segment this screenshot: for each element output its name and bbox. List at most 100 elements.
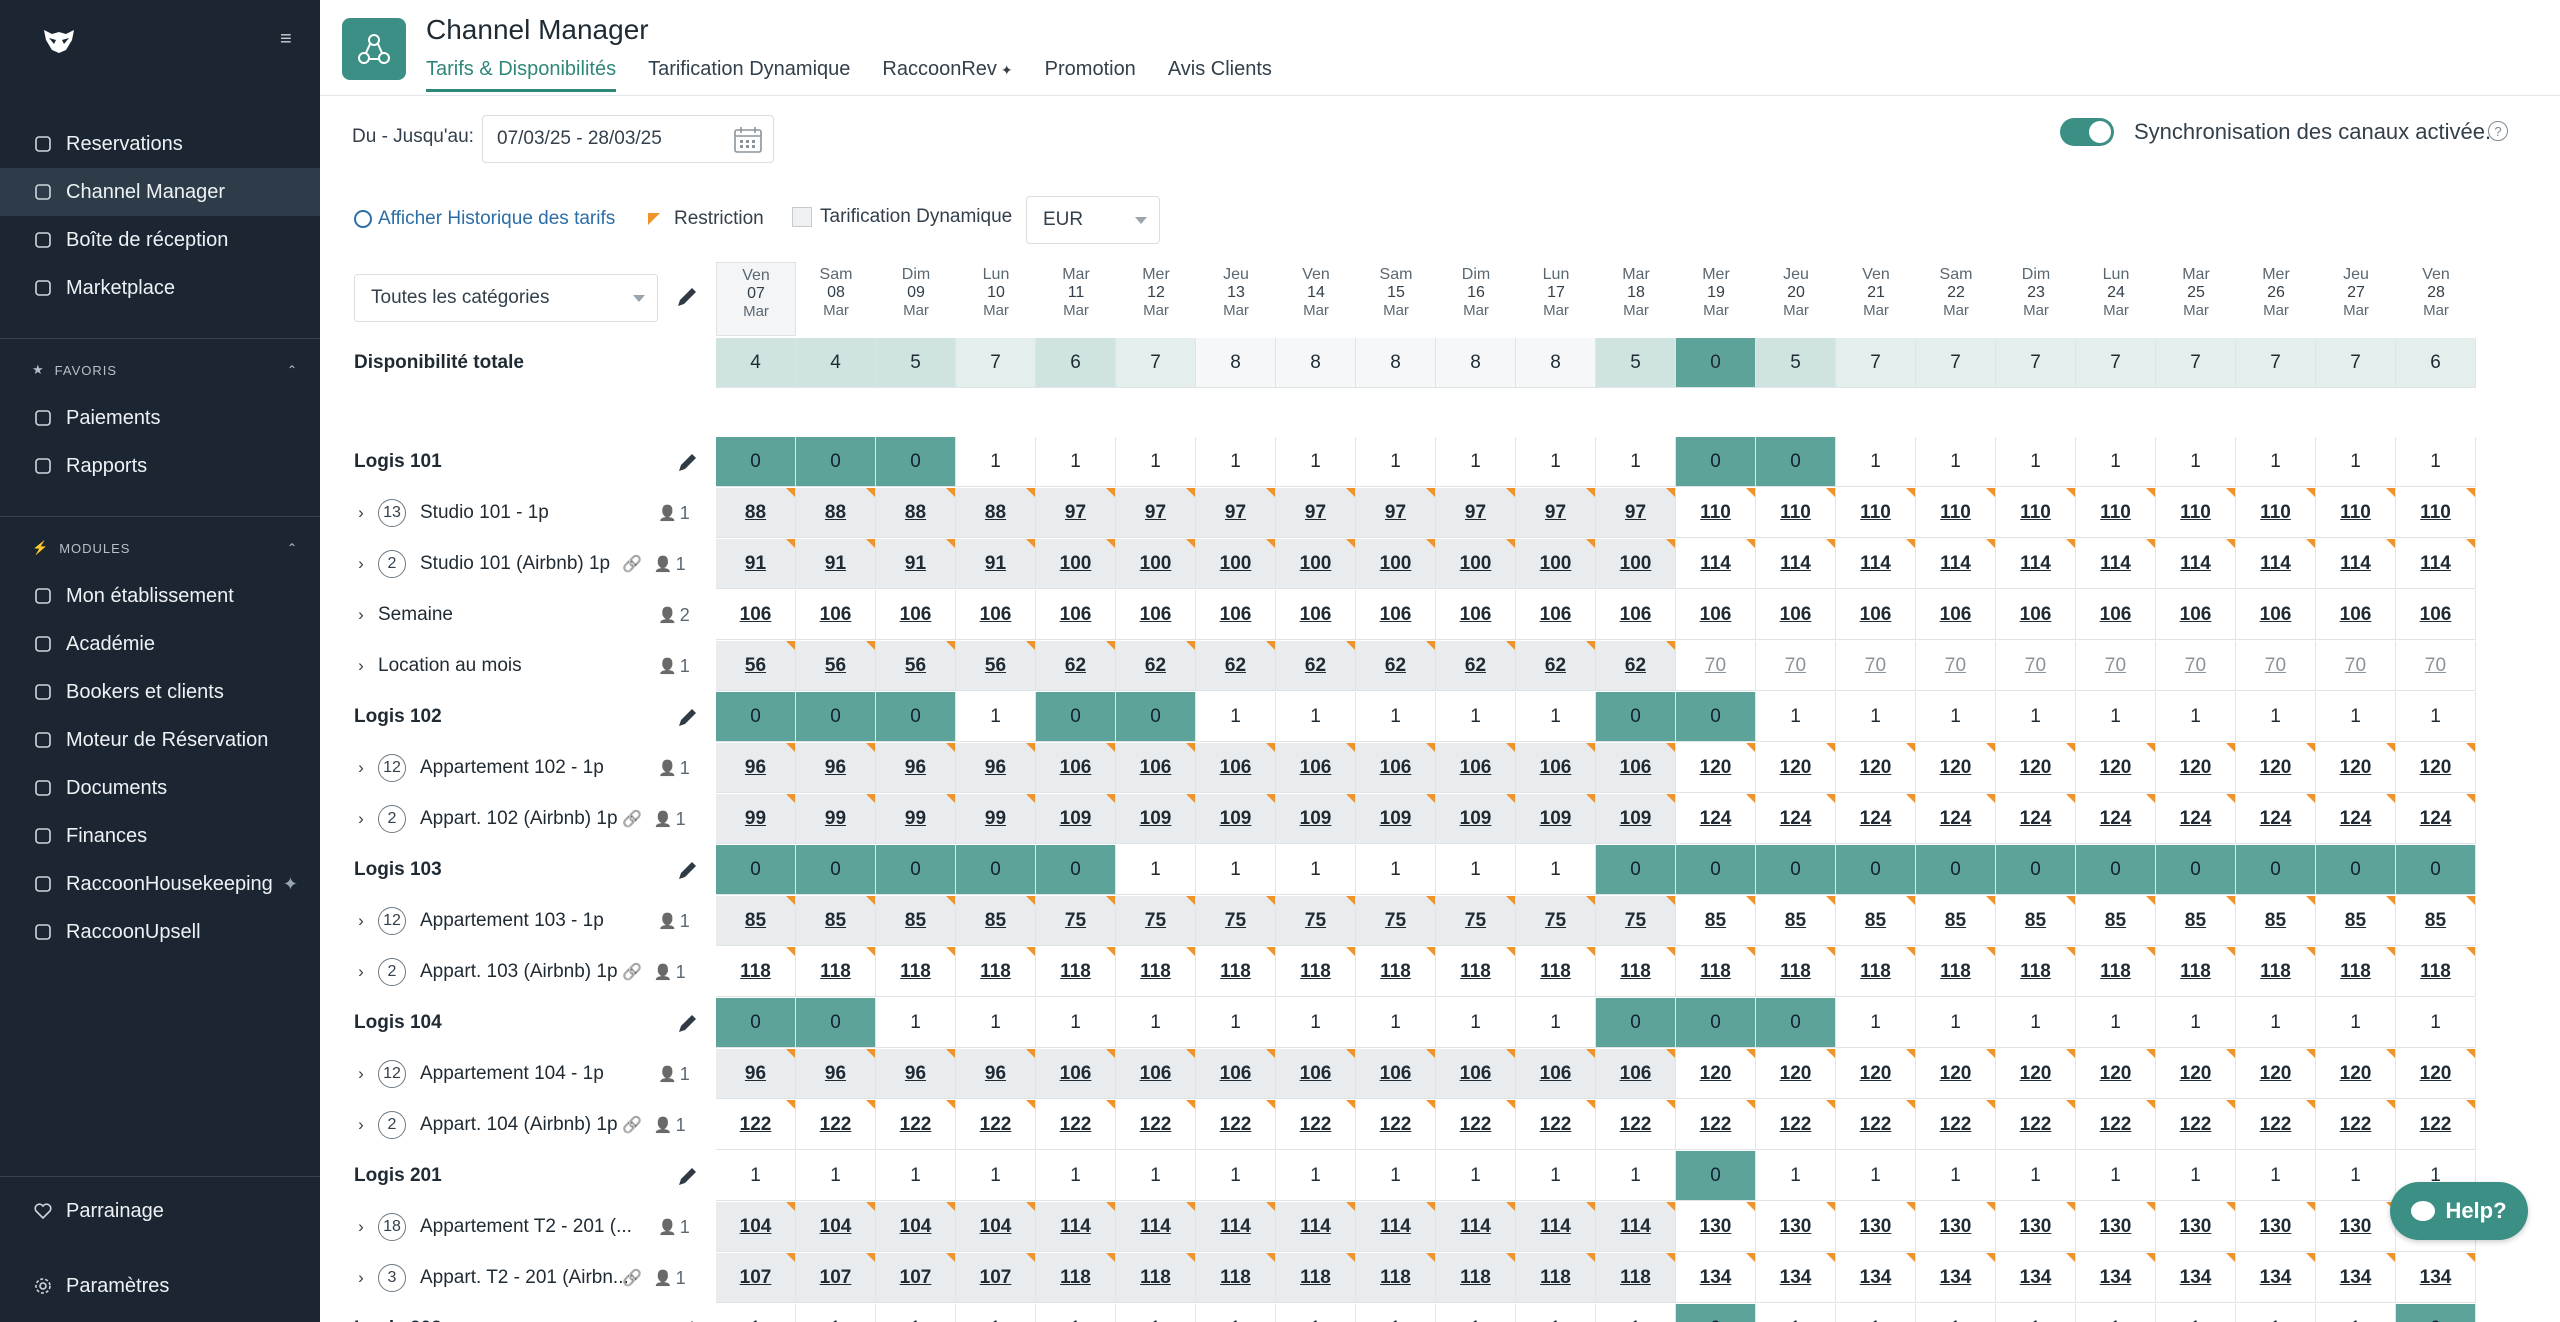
availability-cell[interactable]: 0 — [2316, 845, 2396, 895]
availability-cell[interactable]: 8 — [1356, 338, 1436, 388]
availability-cell[interactable]: 1 — [2396, 437, 2476, 487]
rate-cell[interactable]: 118 — [1516, 947, 1596, 997]
rate-cell[interactable]: 106 — [1676, 590, 1756, 640]
rate-cell[interactable]: 118 — [1276, 1253, 1356, 1303]
availability-cell[interactable]: 1 — [2156, 1304, 2236, 1322]
rate-cell[interactable]: 70 — [2396, 641, 2476, 691]
rate-cell[interactable]: 106 — [1116, 743, 1196, 793]
availability-cell[interactable]: 0 — [1676, 692, 1756, 742]
sidebar-item-moteur-de-r-servation[interactable]: Moteur de Réservation — [0, 716, 320, 764]
availability-cell[interactable]: 0 — [796, 998, 876, 1048]
rate-cell[interactable]: 70 — [2236, 641, 2316, 691]
rate-cell[interactable]: 106 — [2316, 590, 2396, 640]
rate-cell[interactable]: 130 — [2076, 1202, 2156, 1252]
rate-cell[interactable]: 62 — [1036, 641, 1116, 691]
rate-cell[interactable]: 134 — [1916, 1253, 1996, 1303]
rate-cell[interactable]: 100 — [1116, 539, 1196, 589]
rate-cell[interactable]: 118 — [1836, 947, 1916, 997]
availability-cell[interactable]: 0 — [2236, 845, 2316, 895]
availability-cell[interactable]: 1 — [1196, 998, 1276, 1048]
availability-cell[interactable]: 1 — [1356, 845, 1436, 895]
availability-cell[interactable]: 1 — [1276, 998, 1356, 1048]
rate-cell[interactable]: 130 — [2316, 1202, 2396, 1252]
rate-cell[interactable]: 107 — [796, 1253, 876, 1303]
availability-cell[interactable]: 1 — [1436, 998, 1516, 1048]
rate-cell[interactable]: 118 — [1756, 947, 1836, 997]
rate-cell[interactable]: 118 — [1996, 947, 2076, 997]
rate-cell[interactable]: 106 — [796, 590, 876, 640]
availability-cell[interactable]: 1 — [2316, 1304, 2396, 1322]
tab-avis-clients[interactable]: Avis Clients — [1167, 58, 1272, 80]
rate-cell[interactable]: 100 — [1596, 539, 1676, 589]
availability-cell[interactable]: 0 — [956, 845, 1036, 895]
availability-cell[interactable]: 1 — [1916, 1151, 1996, 1201]
rate-cell[interactable]: 106 — [1356, 743, 1436, 793]
rate-cell[interactable]: 97 — [1356, 488, 1436, 538]
availability-cell[interactable]: 0 — [1676, 845, 1756, 895]
availability-cell[interactable]: 1 — [1196, 1304, 1276, 1322]
rate-cell[interactable]: 106 — [1436, 590, 1516, 640]
rate-cell[interactable]: 96 — [956, 1049, 1036, 1099]
sidebar-item-bookers-et-clients[interactable]: Bookers et clients — [0, 668, 320, 716]
availability-cell[interactable]: 0 — [716, 437, 796, 487]
rate-cell[interactable]: 106 — [1996, 590, 2076, 640]
rate-cell[interactable]: 134 — [2316, 1253, 2396, 1303]
tab-tarifs-disponibilit-s[interactable]: Tarifs & Disponibilités — [426, 58, 617, 92]
link-icon[interactable]: 🔗 — [622, 556, 642, 573]
availability-cell[interactable]: 1 — [1436, 1304, 1516, 1322]
rate-cell[interactable]: 75 — [1596, 896, 1676, 946]
link-icon[interactable]: 🔗 — [622, 964, 642, 981]
availability-cell[interactable]: 1 — [2076, 437, 2156, 487]
rate-cell[interactable]: 75 — [1036, 896, 1116, 946]
rate-cell[interactable]: 120 — [2156, 1049, 2236, 1099]
availability-cell[interactable]: 6 — [2396, 338, 2476, 388]
availability-cell[interactable]: 1 — [2236, 1151, 2316, 1201]
rate-cell[interactable]: 130 — [2236, 1202, 2316, 1252]
availability-cell[interactable]: 0 — [1036, 692, 1116, 742]
rate-cell[interactable]: 106 — [2156, 590, 2236, 640]
availability-cell[interactable]: 4 — [796, 338, 876, 388]
availability-cell[interactable]: 1 — [1436, 692, 1516, 742]
rate-cell[interactable]: 109 — [1276, 794, 1356, 844]
availability-cell[interactable]: 0 — [876, 437, 956, 487]
rate-cell[interactable]: 118 — [2236, 947, 2316, 997]
chevron-right-icon[interactable]: › — [358, 1268, 364, 1287]
availability-cell[interactable]: 1 — [1756, 1151, 1836, 1201]
sidebar-item-channel-manager[interactable]: Channel Manager — [0, 168, 320, 216]
availability-cell[interactable]: 7 — [2236, 338, 2316, 388]
rate-cell[interactable]: 70 — [2076, 641, 2156, 691]
rate-cell[interactable]: 75 — [1276, 896, 1356, 946]
rate-cell[interactable]: 70 — [1996, 641, 2076, 691]
chevron-right-icon[interactable]: › — [358, 911, 364, 930]
rate-cell[interactable]: 120 — [2236, 1049, 2316, 1099]
availability-cell[interactable]: 1 — [956, 692, 1036, 742]
availability-cell[interactable]: 1 — [1116, 1151, 1196, 1201]
rate-cell[interactable]: 130 — [1916, 1202, 1996, 1252]
availability-cell[interactable]: 1 — [2316, 692, 2396, 742]
favoris-section-header[interactable]: ★ FAVORIS ⌃ — [32, 362, 298, 378]
rate-cell[interactable]: 114 — [1836, 539, 1916, 589]
rate-cell[interactable]: 118 — [1676, 947, 1756, 997]
availability-cell[interactable]: 0 — [796, 437, 876, 487]
rate-cell[interactable]: 134 — [1676, 1253, 1756, 1303]
rate-cell[interactable]: 106 — [1276, 590, 1356, 640]
rate-cell[interactable]: 106 — [1596, 743, 1676, 793]
rate-cell[interactable]: 85 — [876, 896, 956, 946]
rate-cell[interactable]: 114 — [1196, 1202, 1276, 1252]
calendar-picker-icon[interactable] — [733, 126, 763, 154]
rate-cell[interactable]: 85 — [956, 896, 1036, 946]
availability-cell[interactable]: 0 — [1596, 692, 1676, 742]
rate-cell[interactable]: 122 — [716, 1100, 796, 1150]
pencil-icon[interactable] — [676, 858, 700, 882]
rate-cell[interactable]: 109 — [1516, 794, 1596, 844]
rate-cell[interactable]: 118 — [1356, 1253, 1436, 1303]
rate-cell[interactable]: 106 — [876, 590, 956, 640]
rate-cell[interactable]: 114 — [1996, 539, 2076, 589]
availability-cell[interactable]: 1 — [2156, 437, 2236, 487]
rate-cell[interactable]: 75 — [1116, 896, 1196, 946]
availability-cell[interactable]: 1 — [1356, 1304, 1436, 1322]
rate-cell[interactable]: 134 — [2076, 1253, 2156, 1303]
rate-cell[interactable]: 106 — [2076, 590, 2156, 640]
rate-cell[interactable]: 122 — [2396, 1100, 2476, 1150]
rate-cell[interactable]: 85 — [2156, 896, 2236, 946]
